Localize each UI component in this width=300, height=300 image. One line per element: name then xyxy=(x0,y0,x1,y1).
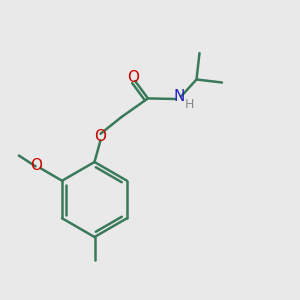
Text: N: N xyxy=(173,89,184,104)
Text: O: O xyxy=(94,129,106,144)
Text: O: O xyxy=(31,158,43,173)
Text: O: O xyxy=(127,70,139,86)
Text: H: H xyxy=(185,98,195,111)
